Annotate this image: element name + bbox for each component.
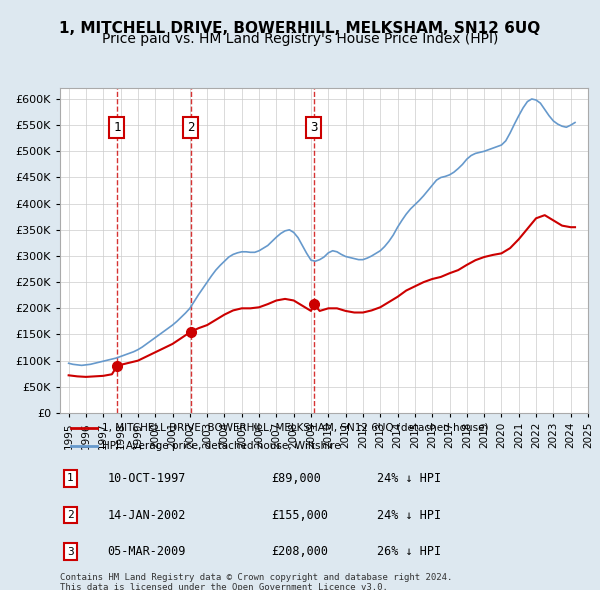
Text: 10-OCT-1997: 10-OCT-1997 <box>107 472 186 485</box>
Text: 05-MAR-2009: 05-MAR-2009 <box>107 545 186 558</box>
Text: 24% ↓ HPI: 24% ↓ HPI <box>377 509 441 522</box>
Text: £208,000: £208,000 <box>271 545 328 558</box>
Text: 14-JAN-2002: 14-JAN-2002 <box>107 509 186 522</box>
Text: 24% ↓ HPI: 24% ↓ HPI <box>377 472 441 485</box>
Text: Contains HM Land Registry data © Crown copyright and database right 2024.
This d: Contains HM Land Registry data © Crown c… <box>60 573 452 590</box>
Text: 1: 1 <box>67 474 74 483</box>
Text: HPI: Average price, detached house, Wiltshire: HPI: Average price, detached house, Wilt… <box>102 441 341 451</box>
Text: 1, MITCHELL DRIVE, BOWERHILL, MELKSHAM, SN12 6UQ (detached house): 1, MITCHELL DRIVE, BOWERHILL, MELKSHAM, … <box>102 422 489 432</box>
Text: 2: 2 <box>187 121 194 134</box>
Text: 1, MITCHELL DRIVE, BOWERHILL, MELKSHAM, SN12 6UQ: 1, MITCHELL DRIVE, BOWERHILL, MELKSHAM, … <box>59 21 541 35</box>
Text: 3: 3 <box>310 121 318 134</box>
Text: £155,000: £155,000 <box>271 509 328 522</box>
Text: 1: 1 <box>113 121 121 134</box>
Text: 2: 2 <box>67 510 74 520</box>
Text: 26% ↓ HPI: 26% ↓ HPI <box>377 545 441 558</box>
Text: Price paid vs. HM Land Registry's House Price Index (HPI): Price paid vs. HM Land Registry's House … <box>102 32 498 47</box>
Text: 3: 3 <box>67 547 74 556</box>
Text: £89,000: £89,000 <box>271 472 321 485</box>
